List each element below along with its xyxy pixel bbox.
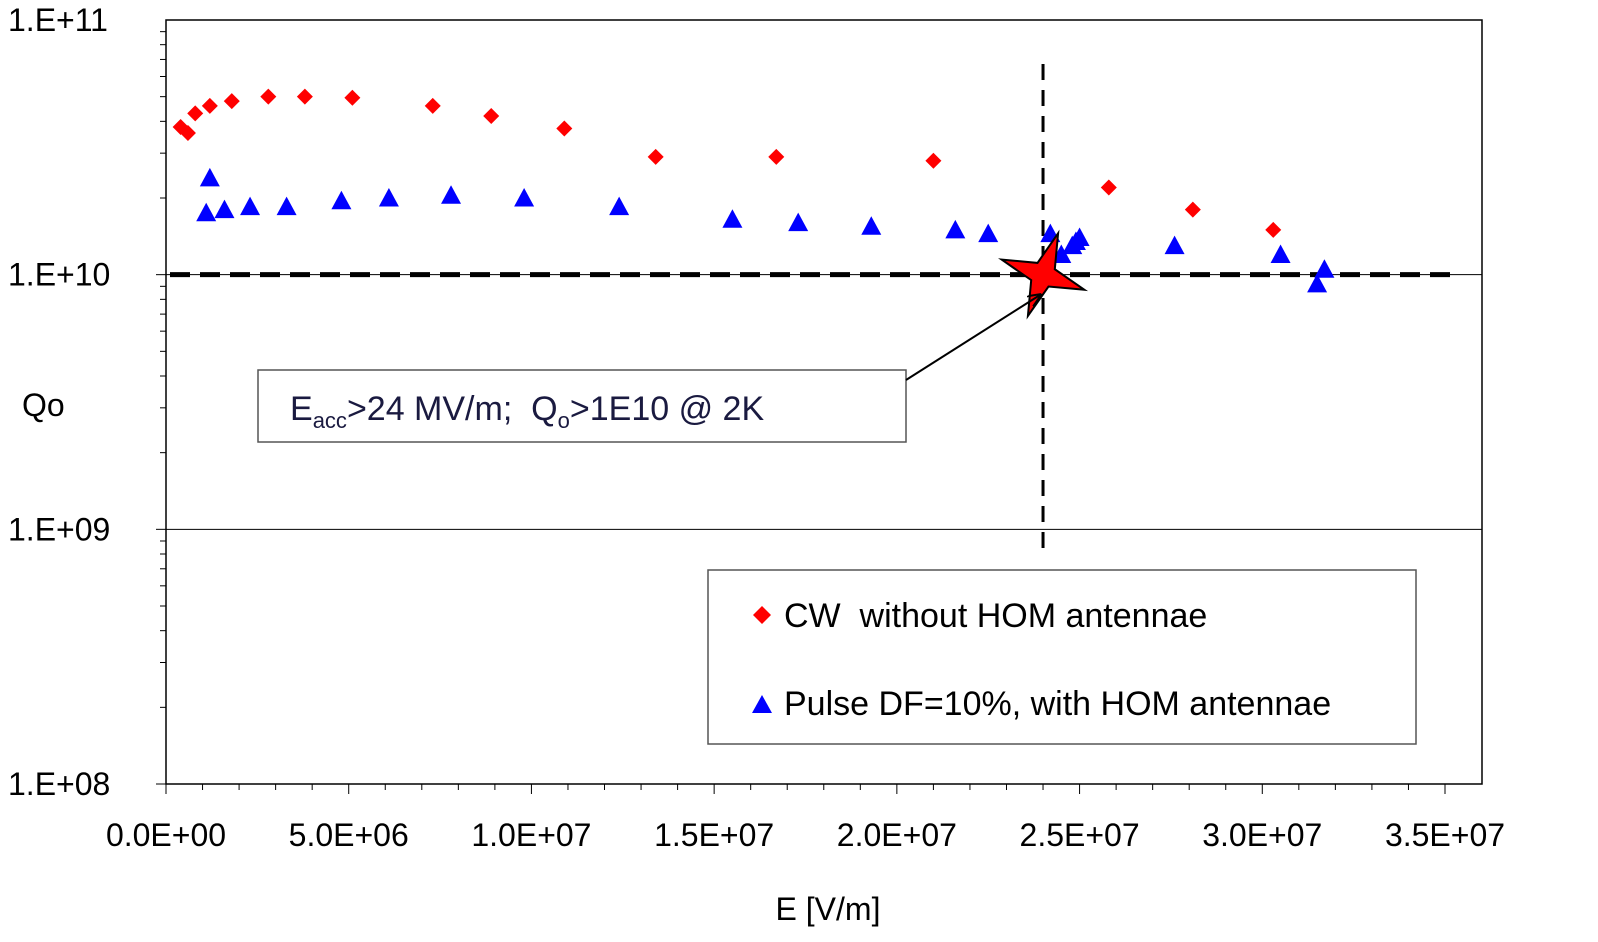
pulse-point <box>1307 273 1328 293</box>
legend: CW without HOM antennae Pulse DF=10%, wi… <box>707 569 1417 745</box>
cw-point <box>424 97 441 114</box>
pulse-point <box>276 196 297 216</box>
x-tick-label: 2.5E+07 <box>1020 817 1140 853</box>
y-tick-labels: 1.E+11 1.E+10 1.E+09 1.E+08 <box>8 2 110 802</box>
x-axis-title: E [V/m] <box>776 891 881 927</box>
legend-cw-label: CW without HOM antennae <box>784 597 1207 635</box>
cw-point <box>483 107 500 124</box>
pulse-point <box>441 185 462 204</box>
x-tick-label: 3.5E+07 <box>1385 817 1505 853</box>
x-tick-label: 3.0E+07 <box>1202 817 1322 853</box>
y-axis-title: Qo <box>22 387 65 423</box>
cw-point <box>223 93 240 110</box>
series-cw <box>172 88 1282 238</box>
pulse-point <box>214 199 235 219</box>
cw-point <box>1265 221 1282 238</box>
cw-point <box>1184 201 1201 218</box>
annotation-frame <box>257 369 907 443</box>
x-tick-label: 0.0E+00 <box>106 817 226 853</box>
y-tick-label: 1.E+11 <box>8 2 108 38</box>
cw-point <box>647 148 664 165</box>
pulse-point <box>609 196 630 216</box>
pulse-point <box>722 209 743 228</box>
x-tick-label: 2.0E+07 <box>837 817 957 853</box>
annotation-box: Eacc>24 MV/m; Qo>1E10 @ 2K <box>257 295 1040 443</box>
series-pulse <box>196 167 1335 293</box>
x-tick-label: 1.0E+07 <box>471 817 591 853</box>
y-tick-label: 1.E+08 <box>8 766 110 802</box>
minor-ticks <box>156 31 1446 794</box>
cw-point <box>344 89 361 106</box>
cw-point <box>201 97 218 114</box>
annotation-part-e: E <box>290 390 313 428</box>
y-tick-label: 1.E+10 <box>8 257 110 293</box>
annotation-part-o: o <box>558 408 570 433</box>
pulse-point <box>1069 227 1090 246</box>
cw-point <box>260 88 277 105</box>
pulse-point <box>378 188 399 207</box>
pulse-point <box>1164 235 1185 255</box>
cw-point <box>187 105 204 122</box>
cw-point <box>556 120 573 137</box>
pulse-point <box>978 223 999 243</box>
pulse-point <box>331 190 352 210</box>
legend-pulse-label: Pulse DF=10%, with HOM antennae <box>784 685 1331 723</box>
annotation-part-end: >1E10 @ 2K <box>570 390 765 428</box>
annotation-text: Eacc>24 MV/m; Qo>1E10 @ 2K <box>290 390 764 433</box>
annotation-part-acc: acc <box>313 408 347 433</box>
cw-point <box>296 88 313 105</box>
pulse-point <box>199 167 220 187</box>
pulse-point <box>945 219 966 239</box>
cw-point <box>1100 179 1117 196</box>
cw-point <box>925 152 942 169</box>
pulse-point <box>1314 259 1335 278</box>
cw-point <box>179 124 196 141</box>
legend-cw-marker <box>753 606 771 624</box>
cw-point <box>768 148 785 165</box>
reference-lines <box>170 64 1452 548</box>
x-tick-label: 5.0E+06 <box>289 817 409 853</box>
y-tick-label: 1.E+09 <box>8 511 110 547</box>
pulse-point <box>1270 244 1291 264</box>
legend-pulse-marker <box>752 695 772 713</box>
x-tick-label: 1.5E+07 <box>654 817 774 853</box>
pulse-point <box>196 202 217 222</box>
annotation-part-mid: >24 MV/m; Q <box>347 390 558 428</box>
legend-frame <box>707 569 1417 745</box>
annotation-arrow <box>905 295 1040 381</box>
pulse-point <box>240 196 261 216</box>
pulse-point <box>861 216 882 235</box>
x-tick-labels: 0.0E+00 5.0E+06 1.0E+07 1.5E+07 2.0E+07 2.5E+… <box>106 817 1505 853</box>
pulse-point <box>514 188 535 207</box>
pulse-point <box>788 212 809 232</box>
